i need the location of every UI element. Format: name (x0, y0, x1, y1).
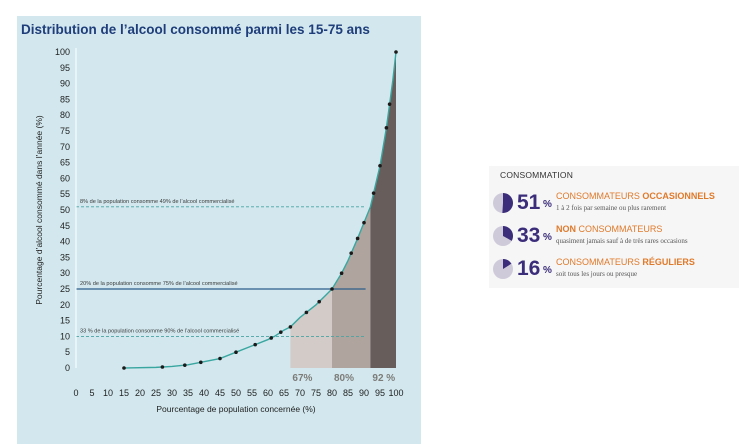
category-label: CONSOMMATEURS OCCASIONNELS (556, 191, 715, 201)
category-description: 1 à 2 fois par semaine ou plus rarement (556, 204, 667, 212)
x-tick-label: 30 (167, 388, 177, 398)
y-tick-label: 60 (60, 173, 70, 183)
y-tick-label: 45 (60, 221, 70, 231)
reference-label: 33 % de la population consomme 90% de l’… (80, 328, 239, 334)
category-description: soit tous les jours ou presque (556, 270, 638, 278)
data-point (304, 310, 309, 315)
legend-item-non-consommateurs: 33 % NON CONSOMMATEURS quasiment jamais … (493, 223, 739, 251)
x-tick-label: 20 (135, 388, 145, 398)
chart: Distribution de l’alcool consommé parmi … (21, 22, 404, 414)
x-tick-label: 0 (73, 388, 78, 398)
y-axis-label: Pourcentage d’alcool consommé dans l’ann… (34, 115, 44, 305)
data-point (378, 163, 382, 168)
reference-label: 8% de la population consomme 49% de l’al… (80, 199, 235, 205)
percent-sign: % (543, 199, 552, 210)
x-tick-label: 50 (231, 388, 241, 398)
y-tick-label: 70 (60, 142, 70, 152)
data-point (160, 365, 165, 369)
chart-panel: Distribution de l’alcool consommé parmi … (17, 16, 421, 444)
percent-value: 16 (517, 257, 541, 280)
y-tick-label: 35 (60, 252, 70, 262)
x-tick-label: 25 (151, 388, 161, 398)
curve-line (123, 51, 397, 369)
x-tick-label: 10 (103, 388, 113, 398)
x-tick-label: 40 (199, 388, 209, 398)
legend-title: CONSOMMATION (500, 170, 574, 180)
category-description: quasiment jamais sauf à de très rares oc… (556, 237, 688, 245)
pie-16-icon (493, 259, 513, 279)
category-label: CONSOMMATEURS RÉGULIERS (556, 257, 695, 267)
band-label: 67% (292, 373, 312, 384)
data-point (339, 271, 344, 275)
x-tick-label: 60 (263, 388, 273, 398)
legend-item-occasionnels: 51 % CONSOMMATEURS OCCASIONNELS 1 à 2 fo… (493, 190, 739, 218)
reference-label: 20% de la population consomme 75% de l’a… (80, 281, 238, 287)
y-tick-label: 80 (60, 110, 70, 120)
band-area (370, 52, 396, 368)
x-tick-label: 65 (279, 388, 289, 398)
y-tick-label: 20 (60, 300, 70, 310)
y-tick-label: 95 (60, 63, 70, 73)
y-tick-label: 85 (60, 94, 70, 104)
y-tick-label: 65 (60, 158, 70, 168)
data-point (122, 366, 126, 370)
x-tick-label: 85 (343, 388, 353, 398)
percent-sign: % (543, 232, 552, 243)
x-tick-label: 90 (359, 388, 369, 398)
x-tick-label: 75 (311, 388, 321, 398)
y-tick-label: 0 (65, 363, 70, 373)
x-tick-label: 100 (388, 388, 403, 398)
pie-51-icon (493, 193, 513, 213)
y-tick-label: 15 (60, 316, 70, 326)
data-point (183, 363, 187, 367)
percent-value: 33 (517, 224, 541, 247)
band-label: 92 % (372, 373, 395, 384)
band-label: 80% (334, 373, 354, 384)
y-tick-label: 50 (60, 205, 70, 215)
pie-33-icon (493, 226, 513, 246)
y-tick-label: 25 (60, 284, 70, 294)
y-tick-label: 100 (55, 47, 70, 57)
data-point (387, 102, 392, 106)
x-tick-label: 95 (375, 388, 385, 398)
x-tick-label: 5 (89, 388, 94, 398)
x-tick-label: 15 (119, 388, 129, 398)
consumption-legend: CONSOMMATION 51 % CONSOMMATEURS OCCASION… (489, 166, 739, 288)
data-point (234, 350, 238, 355)
chart-title: Distribution de l’alcool consommé parmi … (21, 22, 370, 37)
y-tick-label: 10 (60, 331, 70, 341)
data-point (362, 220, 366, 225)
data-point (317, 299, 322, 304)
data-point (288, 325, 293, 329)
percent-sign: % (543, 265, 552, 276)
data-point (349, 251, 354, 255)
y-tick-label: 90 (60, 79, 70, 89)
data-point (279, 330, 283, 334)
x-tick-label: 45 (215, 388, 225, 398)
legend-item-reguliers: 16 % CONSOMMATEURS RÉGULIERS soit tous l… (493, 256, 739, 284)
y-tick-label: 30 (60, 268, 70, 278)
band-area (332, 206, 371, 368)
y-tick-label: 40 (60, 237, 70, 247)
data-point (384, 126, 389, 130)
data-point (355, 236, 360, 241)
x-tick-label: 70 (295, 388, 305, 398)
x-axis-label: Pourcentage de population concernée (%) (156, 404, 315, 414)
data-point (199, 360, 203, 365)
data-point (330, 287, 334, 291)
data-point (218, 356, 222, 361)
data-point (371, 191, 376, 195)
data-point (394, 50, 398, 54)
percent-value: 51 (517, 191, 541, 214)
band-area (290, 289, 332, 368)
data-point (269, 336, 273, 340)
y-tick-label: 5 (65, 347, 70, 357)
data-point (253, 342, 257, 347)
y-tick-label: 55 (60, 189, 70, 199)
x-tick-label: 35 (183, 388, 193, 398)
y-tick-label: 75 (60, 126, 70, 136)
category-label: NON CONSOMMATEURS (556, 224, 663, 234)
x-tick-label: 55 (247, 388, 257, 398)
x-tick-label: 80 (327, 388, 337, 398)
